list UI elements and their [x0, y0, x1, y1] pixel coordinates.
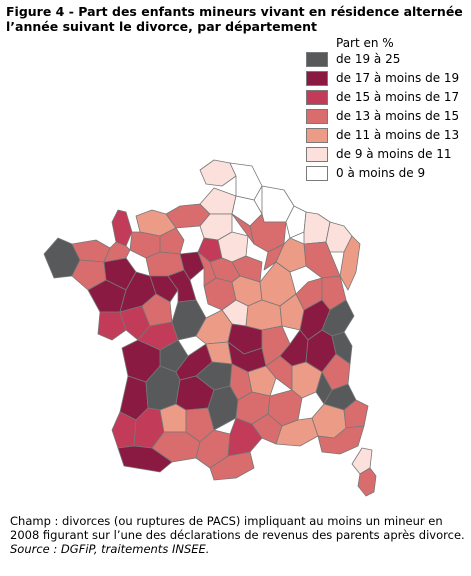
map-legend: Part en % de 19 à 25 de 17 à moins de 19 d… [306, 36, 471, 183]
legend-item: de 11 à moins de 13 [306, 126, 471, 145]
department-region [245, 299, 283, 331]
legend-swatch [306, 109, 328, 124]
legend-swatch [306, 71, 328, 86]
department-region [97, 311, 127, 341]
legend-label: de 17 à moins de 19 [336, 71, 460, 85]
source-note: Source : DGFiP, traitements INSEE. [10, 542, 210, 556]
department-region [209, 451, 255, 481]
department-region [103, 241, 131, 263]
legend-item: de 15 à moins de 17 [306, 88, 471, 107]
legend-label: de 11 à moins de 13 [336, 128, 460, 142]
department-region [229, 162, 263, 201]
department-region [351, 447, 373, 475]
department-region [159, 403, 187, 433]
department-region [159, 227, 185, 255]
department-region [111, 209, 133, 247]
legend-label: de 15 à moins de 17 [336, 90, 460, 104]
department-region [357, 467, 377, 497]
figure-notes: Champ : divorces (ou ruptures de PACS) i… [10, 514, 465, 556]
department-region [231, 255, 263, 283]
legend-swatch [306, 52, 328, 67]
department-region [141, 293, 173, 327]
legend-swatch [306, 90, 328, 105]
legend-item: de 17 à moins de 19 [306, 69, 471, 88]
legend-item: de 9 à moins de 11 [306, 145, 471, 164]
legend-title: Part en % [336, 36, 394, 50]
department-region [117, 445, 173, 473]
legend-label: 0 à moins de 9 [336, 166, 426, 180]
department-region [331, 331, 353, 365]
department-region [317, 425, 365, 455]
department-region [149, 275, 179, 303]
department-region [303, 211, 331, 245]
legend-label: de 19 à 25 [336, 52, 401, 66]
champ-note: Champ : divorces (ou ruptures de PACS) i… [10, 514, 465, 542]
legend-swatch [306, 128, 328, 143]
legend-label: de 9 à moins de 11 [336, 147, 452, 161]
legend-item: 0 à moins de 9 [306, 164, 471, 183]
legend-item: de 19 à 25 [306, 50, 471, 69]
legend-swatch [306, 147, 328, 162]
legend-swatch [306, 166, 328, 181]
figure-title: Figure 4 - Part des enfants mineurs viva… [6, 4, 463, 34]
legend-label: de 13 à moins de 15 [336, 109, 460, 123]
legend-item: de 13 à moins de 15 [306, 107, 471, 126]
department-region [343, 399, 369, 429]
